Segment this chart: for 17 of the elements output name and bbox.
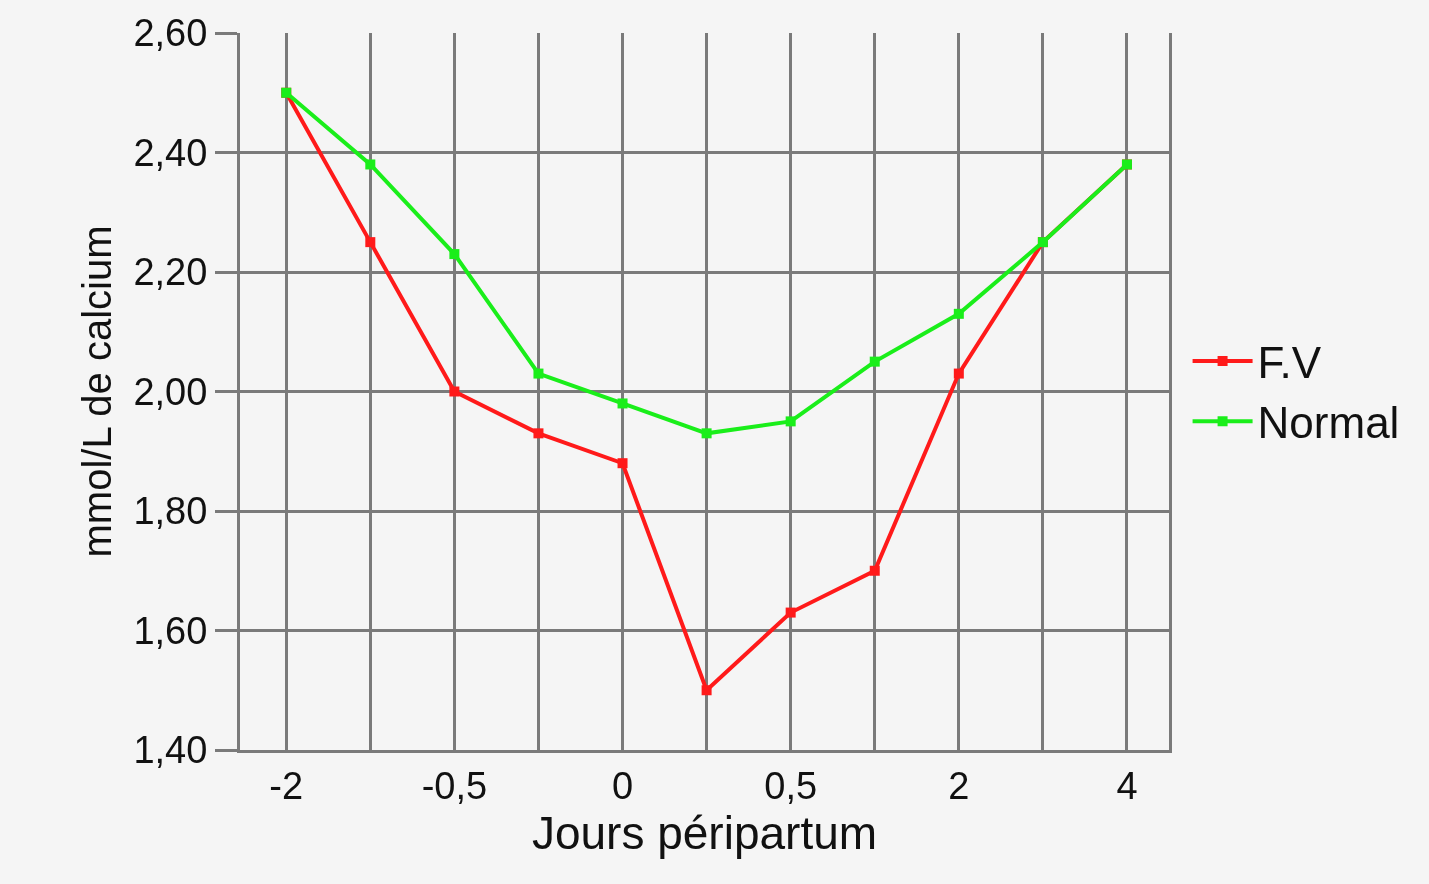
x-tick-label: 2 [948,764,970,807]
y-tick-label: 1,80 [133,490,208,533]
legend-label: F.V [1257,338,1322,388]
x-axis-title: Jours péripartum [531,806,878,859]
y-tick-label: 2,00 [133,370,208,413]
y-tick-label: 1,60 [133,609,208,652]
y-tick-label: 2,40 [133,131,208,174]
x-tick-label: 0 [611,764,634,807]
y-tick-label: 2,60 [133,12,208,55]
x-tick-label: -0,5 [421,764,488,807]
y-tick-label: 1,40 [133,729,208,772]
legend-label: Normal [1257,398,1400,448]
x-tick-label: 4 [1116,764,1138,807]
y-tick-label: 2,20 [133,251,208,294]
y-axis-title: mmol/L de calcium [74,225,119,558]
x-tick-label: 0,5 [764,764,818,807]
x-tick-label: -2 [269,764,304,807]
